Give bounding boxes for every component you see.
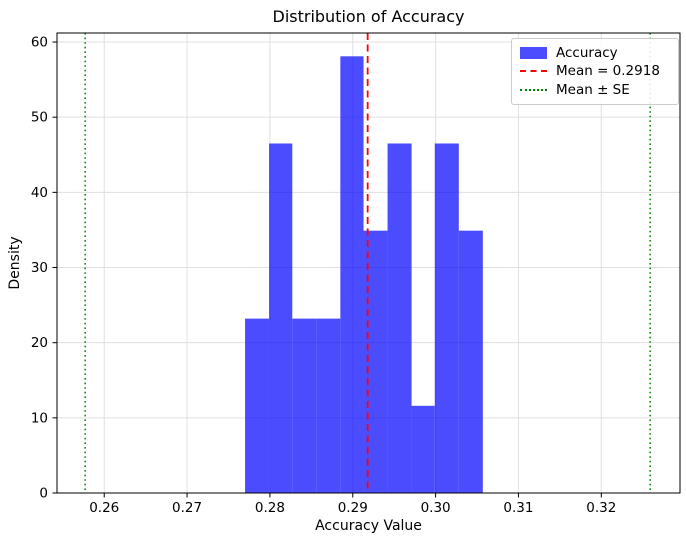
- accuracy-swatch-icon: [520, 47, 547, 60]
- x-tick-label: 0.28: [255, 500, 285, 516]
- x-tick-label: 0.26: [89, 500, 119, 516]
- y-tick-label: 50: [31, 110, 48, 126]
- histogram-bar: [387, 143, 412, 494]
- y-tick-label: 10: [31, 410, 48, 426]
- x-axis-label: Accuracy Value: [315, 518, 422, 534]
- legend: Accuracy Mean = 0.2918 Mean ± SE: [511, 38, 679, 105]
- y-axis-label: Density: [7, 236, 23, 290]
- x-tick-label: 0.32: [586, 500, 616, 516]
- histogram-bar: [340, 56, 364, 493]
- legend-item-accuracy: Accuracy: [520, 44, 670, 62]
- y-tick-label: 30: [31, 260, 48, 276]
- x-tick-label: 0.29: [338, 500, 368, 516]
- legend-label-se: Mean ± SE: [556, 81, 630, 98]
- legend-label-mean: Mean = 0.2918: [556, 63, 660, 80]
- histogram-bar: [269, 143, 293, 494]
- histogram-bar: [316, 318, 341, 493]
- mean-dashed-line-swatch-icon: [520, 70, 547, 73]
- histogram-bar: [245, 318, 270, 493]
- histogram-bar: [292, 318, 317, 493]
- y-tick-label: 20: [31, 335, 48, 351]
- legend-item-mean: Mean = 0.2918: [520, 62, 670, 80]
- legend-label-accuracy: Accuracy: [556, 45, 618, 62]
- histogram-bar: [434, 143, 459, 494]
- x-tick-label: 0.31: [503, 500, 533, 516]
- legend-item-se: Mean ± SE: [520, 81, 670, 99]
- se-dotted-line-swatch-icon: [520, 88, 547, 91]
- x-tick-label: 0.30: [421, 500, 451, 516]
- y-tick-label: 0: [39, 486, 48, 502]
- y-tick-label: 60: [31, 35, 48, 51]
- chart-title: Distribution of Accuracy: [272, 7, 465, 26]
- histogram-bar: [458, 230, 483, 493]
- axes-spines: [56, 32, 681, 494]
- y-tick-label: 40: [31, 185, 48, 201]
- histogram-bar: [411, 405, 435, 493]
- x-tick-label: 0.27: [172, 500, 202, 516]
